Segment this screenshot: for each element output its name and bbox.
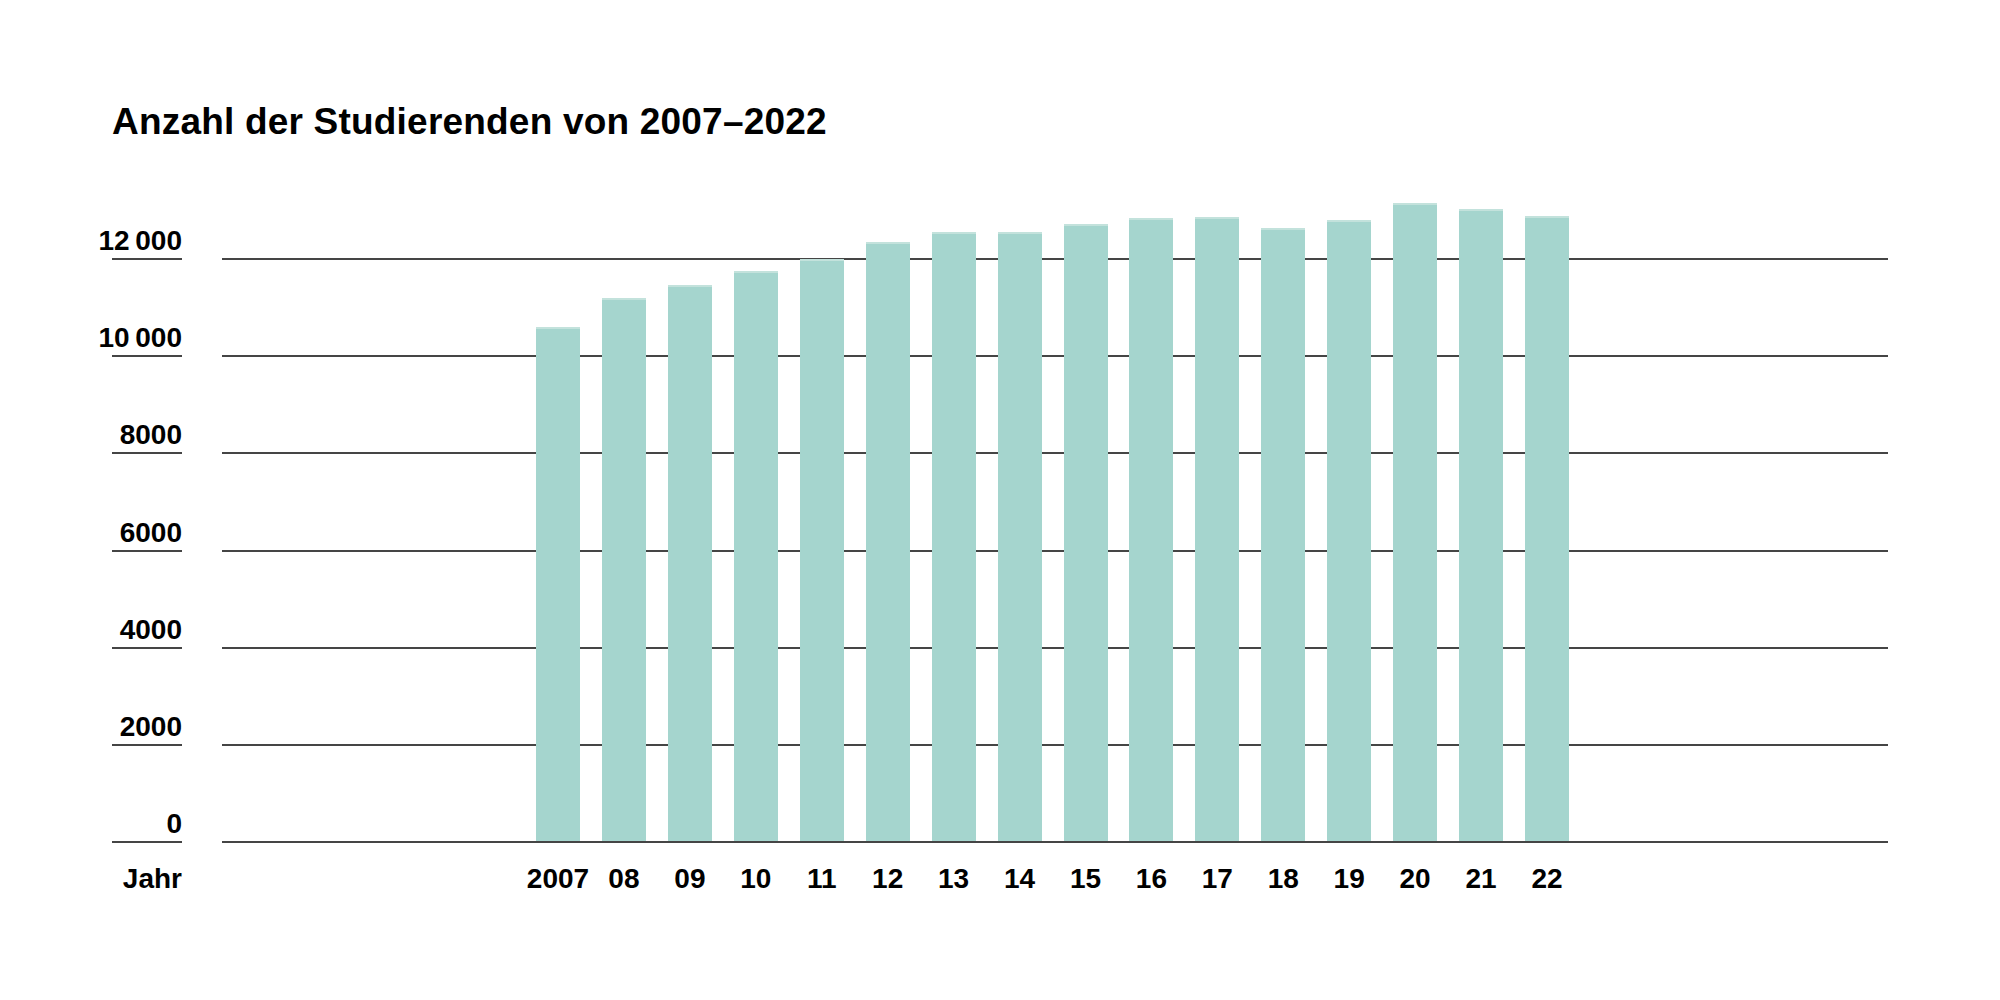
y-axis-tick (112, 647, 182, 649)
gridline (222, 258, 1888, 260)
y-tick-label: 4000 (0, 616, 182, 644)
gridline (222, 647, 1888, 649)
bar (998, 232, 1042, 841)
y-axis-tick (112, 841, 182, 843)
bar (932, 232, 976, 841)
x-tick-label: 22 (1502, 865, 1592, 893)
y-axis-tick (112, 550, 182, 552)
bar (602, 298, 646, 841)
bar (1261, 228, 1305, 841)
bar (1129, 218, 1173, 841)
y-tick-label: 12 000 (0, 227, 182, 255)
gridline (222, 841, 1888, 843)
gridline (222, 452, 1888, 454)
y-axis-tick (112, 355, 182, 357)
bar (1525, 216, 1569, 841)
y-tick-label: 8000 (0, 421, 182, 449)
bar (800, 259, 844, 841)
gridline (222, 744, 1888, 746)
y-axis-tick (112, 452, 182, 454)
bar (734, 271, 778, 841)
y-axis-tick (112, 258, 182, 260)
gridline (222, 355, 1888, 357)
bar (1064, 224, 1108, 841)
y-tick-label: 2000 (0, 713, 182, 741)
x-axis-title: Jahr (0, 865, 182, 893)
plot-area: 12 00010 0008000600040002000020070809101… (0, 0, 2000, 1000)
y-tick-label: 0 (0, 810, 182, 838)
bar (1327, 220, 1371, 841)
gridline (222, 550, 1888, 552)
y-tick-label: 6000 (0, 519, 182, 547)
bar (866, 242, 910, 841)
bar (1393, 203, 1437, 841)
bar (1195, 217, 1239, 841)
chart-canvas: Anzahl der Studierenden von 2007–2022 12… (0, 0, 2000, 1000)
bar (668, 285, 712, 841)
bar (536, 327, 580, 841)
y-axis-tick (112, 744, 182, 746)
y-tick-label: 10 000 (0, 324, 182, 352)
bar (1459, 209, 1503, 841)
